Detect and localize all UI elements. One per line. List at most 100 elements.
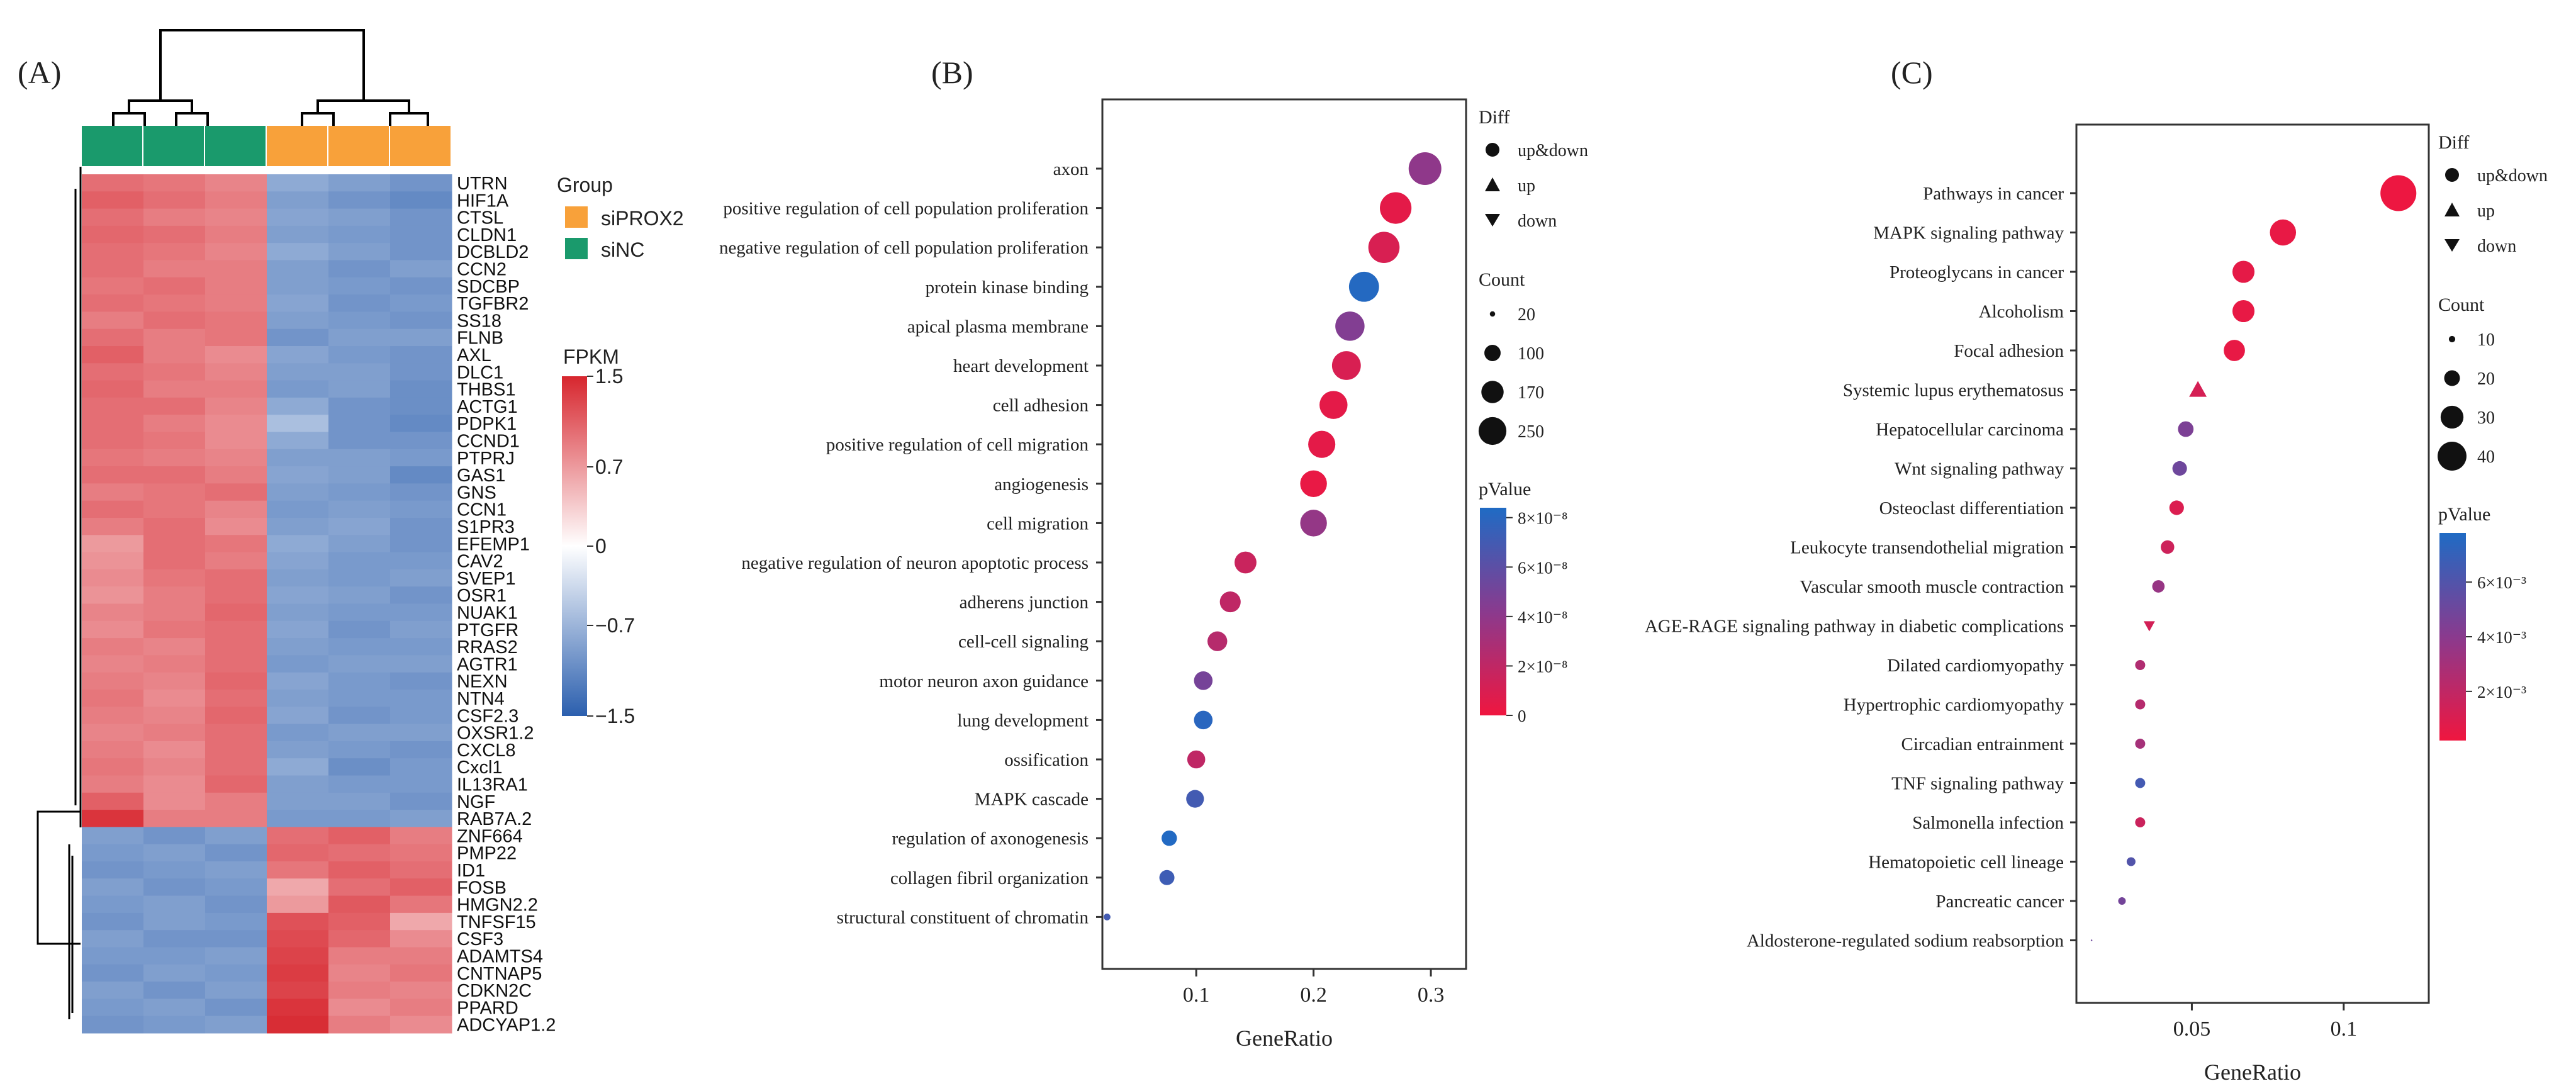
data-point: [2135, 699, 2146, 710]
heatmap-cell: [205, 620, 267, 639]
x-tick-label: 0.2: [1300, 983, 1327, 1007]
term-label: apical plasma membrane: [907, 316, 1089, 337]
count-legend-label: 40: [2477, 447, 2495, 467]
heatmap-cell: [390, 861, 452, 879]
legend-label-sinc: siNC: [601, 238, 644, 261]
diff-legend-title: Diff: [2438, 132, 2469, 153]
heatmap-cell: [143, 586, 206, 604]
heatmap-cell: [267, 208, 329, 227]
heatmap-cell: [328, 603, 391, 622]
heatmap-cell: [390, 174, 452, 192]
heatmap-cell: [267, 964, 329, 982]
x-axis-label: GeneRatio: [1236, 1026, 1333, 1051]
heatmap-cell: [267, 844, 329, 862]
heatmap-cell: [267, 620, 329, 639]
x-tick-label: 0.1: [2331, 1017, 2358, 1041]
diff-legend-label: up&down: [2477, 166, 2548, 186]
heatmap-cell: [205, 947, 267, 965]
gene-label: CNTNAP5: [457, 964, 542, 984]
gene-label: ID1: [457, 861, 485, 881]
count-legend-label: 20: [2477, 369, 2495, 389]
heatmap-cell: [82, 449, 144, 467]
pvalue-tick-label: 6×10⁻³: [2477, 573, 2526, 592]
heatmap-cell: [328, 999, 391, 1017]
heatmap-cell: [143, 827, 206, 845]
term-label: cell-cell signaling: [958, 632, 1089, 652]
term-label: lung development: [957, 710, 1089, 730]
heatmap-cell: [328, 260, 391, 278]
heatmap-cell: [328, 844, 391, 862]
heatmap-cell: [82, 620, 144, 639]
data-point: [1300, 510, 1327, 537]
heatmap-cell: [390, 655, 452, 673]
count-legend-label: 100: [1518, 344, 1544, 364]
heatmap-cell: [390, 827, 452, 845]
heatmap-cell: [390, 518, 452, 535]
heatmap-cell: [328, 810, 391, 827]
data-point: [2161, 540, 2175, 554]
count-legend-label: 30: [2477, 408, 2495, 428]
data-point-down: [2143, 621, 2155, 632]
pvalue-tick-label: 6×10⁻⁸: [1518, 558, 1567, 577]
heatmap-cell: [328, 500, 391, 518]
heatmap-cell: [205, 569, 267, 587]
heatmap-cell: [390, 620, 452, 639]
heatmap-cell: [143, 844, 206, 862]
term-label: cell adhesion: [993, 396, 1089, 416]
term-label: Alcoholism: [1979, 302, 2064, 322]
heatmap-cell: [267, 415, 329, 432]
heatmap-cell: [328, 672, 391, 690]
heatmap-cell: [82, 294, 144, 312]
gene-label: ADAMTS4: [457, 947, 543, 967]
term-label: collagen fibril organization: [890, 868, 1089, 888]
heatmap-cell: [390, 758, 452, 776]
heatmap-cell: [205, 225, 267, 243]
gene-label: CDKN2C: [457, 981, 532, 1001]
gene-label: FOSB: [457, 878, 507, 898]
gene-label: EFEMP1: [457, 534, 530, 554]
heatmap-cell: [267, 483, 329, 501]
count-legend-dot: [1478, 417, 1507, 445]
gene-label: PTGFR: [457, 620, 518, 641]
heatmap-cell: [143, 277, 206, 295]
gene-label: PMP22: [457, 844, 517, 864]
heatmap-cell: [82, 792, 144, 810]
heatmap-cell: [205, 912, 267, 931]
colorbar-title: FPKM: [563, 345, 619, 368]
group-cell-sinc: [82, 126, 142, 166]
data-point: [1162, 830, 1177, 846]
count-legend-dot: [2438, 442, 2467, 471]
term-label: motor neuron axon guidance: [879, 671, 1089, 691]
heatmap-cell: [205, 277, 267, 295]
gene-label: RAB7A.2: [457, 809, 532, 829]
heatmap-cell: [143, 1015, 206, 1034]
gene-label: GNS: [457, 483, 496, 503]
heatmap-cell: [143, 535, 206, 553]
heatmap-cell: [82, 999, 144, 1017]
data-point: [1300, 470, 1327, 498]
heatmap-cell: [143, 672, 206, 690]
heatmap-cell: [205, 294, 267, 312]
data-point: [1331, 351, 1361, 380]
heatmap-cell: [267, 260, 329, 278]
colorbar-ticks: 1.5 0.7 0 −0.7 −1.5: [587, 365, 635, 727]
heatmap-cell: [205, 861, 267, 879]
term-label: Pathways in cancer: [1923, 184, 2064, 204]
heatmap-cell: [267, 466, 329, 484]
data-point: [1187, 750, 1206, 769]
heatmap-cell: [328, 483, 391, 501]
heatmap-cell: [82, 810, 144, 827]
heatmap-cell: [390, 792, 452, 810]
gene-label: FLNB: [457, 328, 503, 349]
heatmap-cell: [267, 380, 329, 398]
count-legend-dot: [1489, 311, 1496, 317]
heatmap-cell: [267, 638, 329, 656]
count-legend-label: 10: [2477, 330, 2495, 350]
heatmap-cell: [143, 397, 206, 415]
gene-label: HMGN2.2: [457, 895, 538, 915]
heatmap-cell: [82, 415, 144, 432]
gene-label: IL13RA1: [457, 775, 528, 795]
diff-legend-up: [1485, 177, 1500, 191]
gene-label: DLC1: [457, 362, 503, 383]
gene-label: CSF2.3: [457, 706, 518, 726]
